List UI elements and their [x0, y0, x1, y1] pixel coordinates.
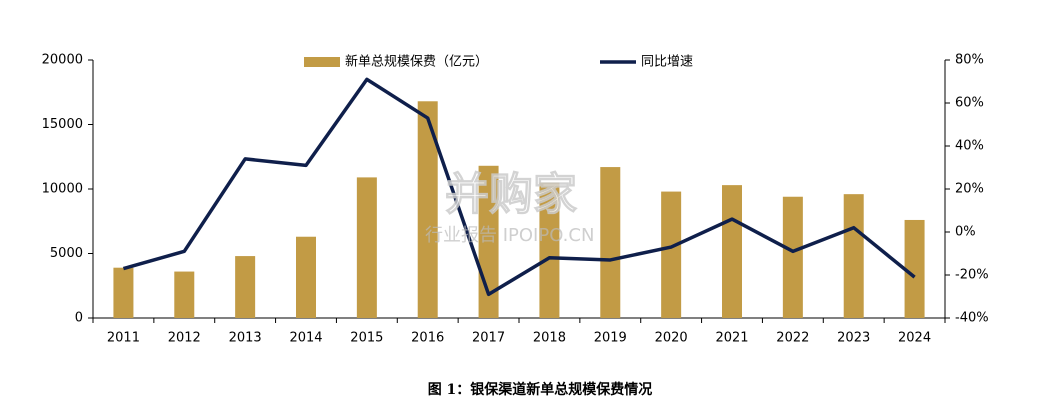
line — [122, 77, 916, 297]
watermark: 并购家 — [445, 169, 577, 220]
bar — [661, 191, 682, 318]
watermark: 行业报告 IPOIPO.CN — [425, 225, 594, 246]
bar — [174, 271, 195, 318]
y-tick-label: 5000 — [50, 246, 83, 261]
x-tick-label: 2022 — [776, 331, 809, 346]
y2-tick-label: 0% — [955, 225, 976, 240]
x-tick-label: 2017 — [472, 331, 505, 346]
bar — [782, 196, 803, 318]
x-tick-label: 2021 — [715, 331, 748, 346]
y2-tick-label: -40% — [955, 311, 989, 326]
y2-tick-label: 40% — [955, 139, 984, 154]
x-tick-label: 2018 — [533, 331, 566, 346]
x-tick-label: 2019 — [594, 331, 627, 346]
x-tick-label: 2015 — [350, 331, 383, 346]
y2-tick-label: 80% — [955, 53, 984, 68]
bar — [843, 194, 864, 318]
x-tick-label: 2020 — [655, 331, 688, 346]
x-tick-label: 2016 — [411, 331, 444, 346]
bar — [356, 177, 377, 318]
bar — [417, 101, 438, 318]
bar — [600, 167, 621, 318]
legend-label: 同比增速 — [641, 55, 693, 70]
y2-tick-label: -20% — [955, 268, 989, 283]
bar — [722, 185, 742, 318]
bar — [235, 256, 256, 318]
bar — [296, 236, 316, 318]
x-tick-label: 2024 — [898, 331, 931, 346]
y-tick-label: 15000 — [42, 117, 83, 132]
chart-title: 图 1：银保渠道新单总规模保费情况 — [428, 381, 653, 398]
y2-tick-label: 20% — [955, 182, 984, 197]
x-tick-label: 2014 — [289, 331, 322, 346]
y-tick-label: 20000 — [42, 53, 83, 68]
y2-tick-label: 60% — [955, 96, 984, 111]
x-tick-label: 2012 — [168, 331, 201, 346]
x-tick-label: 2013 — [229, 331, 262, 346]
legend-label: 新单总规模保费（亿元） — [345, 54, 488, 70]
bar — [904, 219, 925, 318]
bar — [113, 267, 134, 318]
bar — [539, 182, 560, 318]
y-tick-label: 10000 — [42, 182, 83, 197]
legend-swatch — [304, 57, 340, 67]
y-tick-label: 0 — [75, 311, 83, 326]
x-tick-label: 2011 — [107, 331, 140, 346]
x-tick-label: 2023 — [837, 331, 870, 346]
